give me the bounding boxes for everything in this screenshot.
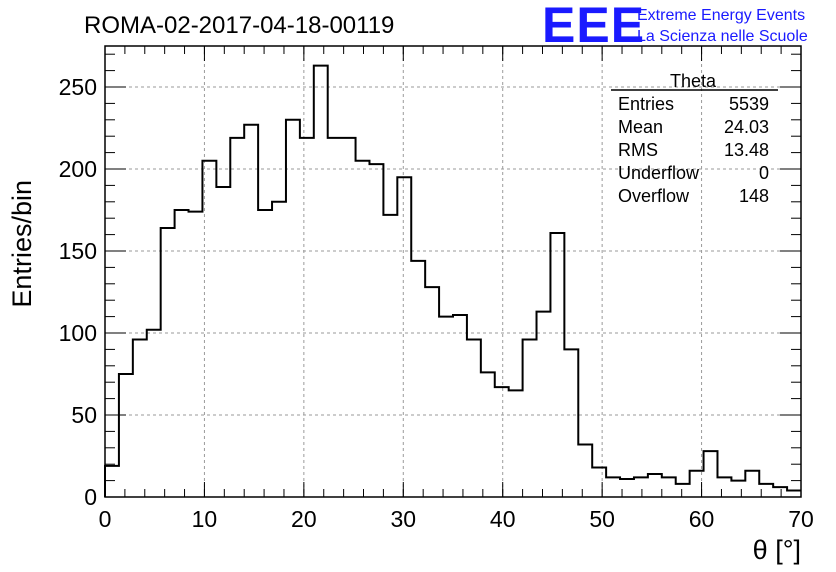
logo-line-1: Extreme Energy Events (637, 7, 805, 24)
histogram-bin (745, 471, 759, 497)
histogram-bin (731, 481, 745, 497)
histogram-bin (175, 210, 189, 497)
stats-row-value: 148 (739, 186, 769, 206)
histogram-bin (690, 471, 704, 497)
histogram-bin (300, 138, 314, 497)
histogram-bin (467, 340, 481, 497)
y-tick-label: 150 (59, 238, 97, 264)
histogram-bin (481, 372, 495, 497)
stats-row-value: 24.03 (724, 117, 769, 137)
stats-box-title: Theta (670, 71, 717, 91)
y-tick-label: 100 (59, 320, 97, 346)
y-tick-label: 250 (59, 74, 97, 100)
stats-row-label: Mean (618, 117, 663, 137)
histogram-bin (537, 312, 551, 497)
histogram-bin (634, 477, 648, 497)
histogram-bin (383, 215, 397, 497)
chart-title: ROMA-02-2017-04-18-00119 (84, 12, 394, 39)
histogram-bin (286, 120, 300, 497)
histogram-bin (717, 477, 731, 497)
histogram-series-line (104, 64, 801, 497)
histogram-bin (759, 484, 773, 497)
histogram-bin (244, 125, 258, 497)
histogram-bin (509, 390, 523, 497)
stats-box: Theta Entries 5539 Mean 24.03 RMS 13.48 Underf… (611, 71, 778, 206)
histogram-bin (662, 477, 676, 497)
x-tick-label: 60 (689, 506, 715, 532)
y-tick-label: 50 (71, 402, 97, 428)
x-tick-label: 50 (589, 506, 615, 532)
histogram-bin (676, 484, 690, 497)
histogram-bin (564, 349, 578, 497)
histogram-bin (356, 161, 370, 497)
histogram-bin (787, 490, 801, 497)
stats-row-value: 13.48 (724, 140, 769, 160)
histogram-bin (216, 187, 230, 497)
histogram-bin (328, 138, 342, 497)
histogram-bin (119, 374, 133, 497)
stats-row-label: RMS (618, 140, 658, 160)
histogram-bin (314, 66, 328, 497)
histogram-bin (648, 474, 662, 497)
histogram-bin (369, 164, 383, 497)
x-tick-label: 70 (788, 506, 814, 532)
histogram-bin (397, 177, 411, 497)
histogram-bin (411, 261, 425, 497)
histogram-bin (439, 317, 453, 497)
histogram-bin (550, 233, 564, 497)
y-tick-label: 0 (84, 484, 97, 510)
y-tick-label: 200 (59, 156, 97, 182)
tick-labels: 0 10 20 30 40 50 60 70 0 50 100 150 200 250 (59, 74, 814, 532)
histogram-bin (147, 330, 161, 497)
logo-line-2: La Scienza nelle Scuole (637, 28, 808, 45)
histogram-bin (202, 161, 216, 497)
histogram-bin (425, 287, 439, 497)
histogram-bin (161, 228, 175, 497)
histogram-bin (105, 466, 119, 497)
stats-row-label: Underflow (618, 163, 700, 183)
x-tick-label: 10 (192, 506, 218, 532)
x-axis-label: θ [°] (753, 535, 801, 565)
histogram-bin (342, 138, 356, 497)
stats-row-label: Overflow (618, 186, 690, 206)
histogram-bin (592, 467, 606, 497)
histogram-bin (523, 340, 537, 497)
histogram-bin (606, 477, 620, 497)
x-tick-label: 0 (99, 506, 112, 532)
histogram-bin (704, 451, 718, 497)
x-tick-label: 20 (291, 506, 317, 532)
axis-ticks (104, 46, 802, 498)
stats-row-value: 5539 (729, 94, 769, 114)
histogram-bins (105, 66, 801, 497)
y-axis-label: Entries/bin (7, 180, 37, 308)
histogram-bin (620, 479, 634, 497)
logo-mark: EEE (542, 0, 645, 53)
histogram-bin (773, 487, 787, 497)
stats-row-value: 0 (759, 163, 769, 183)
histogram-bin (453, 315, 467, 497)
histogram-bin (133, 340, 147, 497)
histogram-bin (578, 445, 592, 497)
histogram-bin (189, 212, 203, 497)
histogram-bin (258, 210, 272, 497)
eee-logo: EEE Extreme Energy Events La Scienza nel… (542, 0, 808, 53)
histogram-bin (230, 138, 244, 497)
x-tick-label: 40 (490, 506, 516, 532)
grid-lines (105, 46, 801, 497)
histogram-bin (495, 387, 509, 497)
plot-frame (104, 45, 802, 498)
histogram-bin (272, 202, 286, 497)
x-tick-label: 30 (390, 506, 416, 532)
stats-row-label: Entries (618, 94, 674, 114)
